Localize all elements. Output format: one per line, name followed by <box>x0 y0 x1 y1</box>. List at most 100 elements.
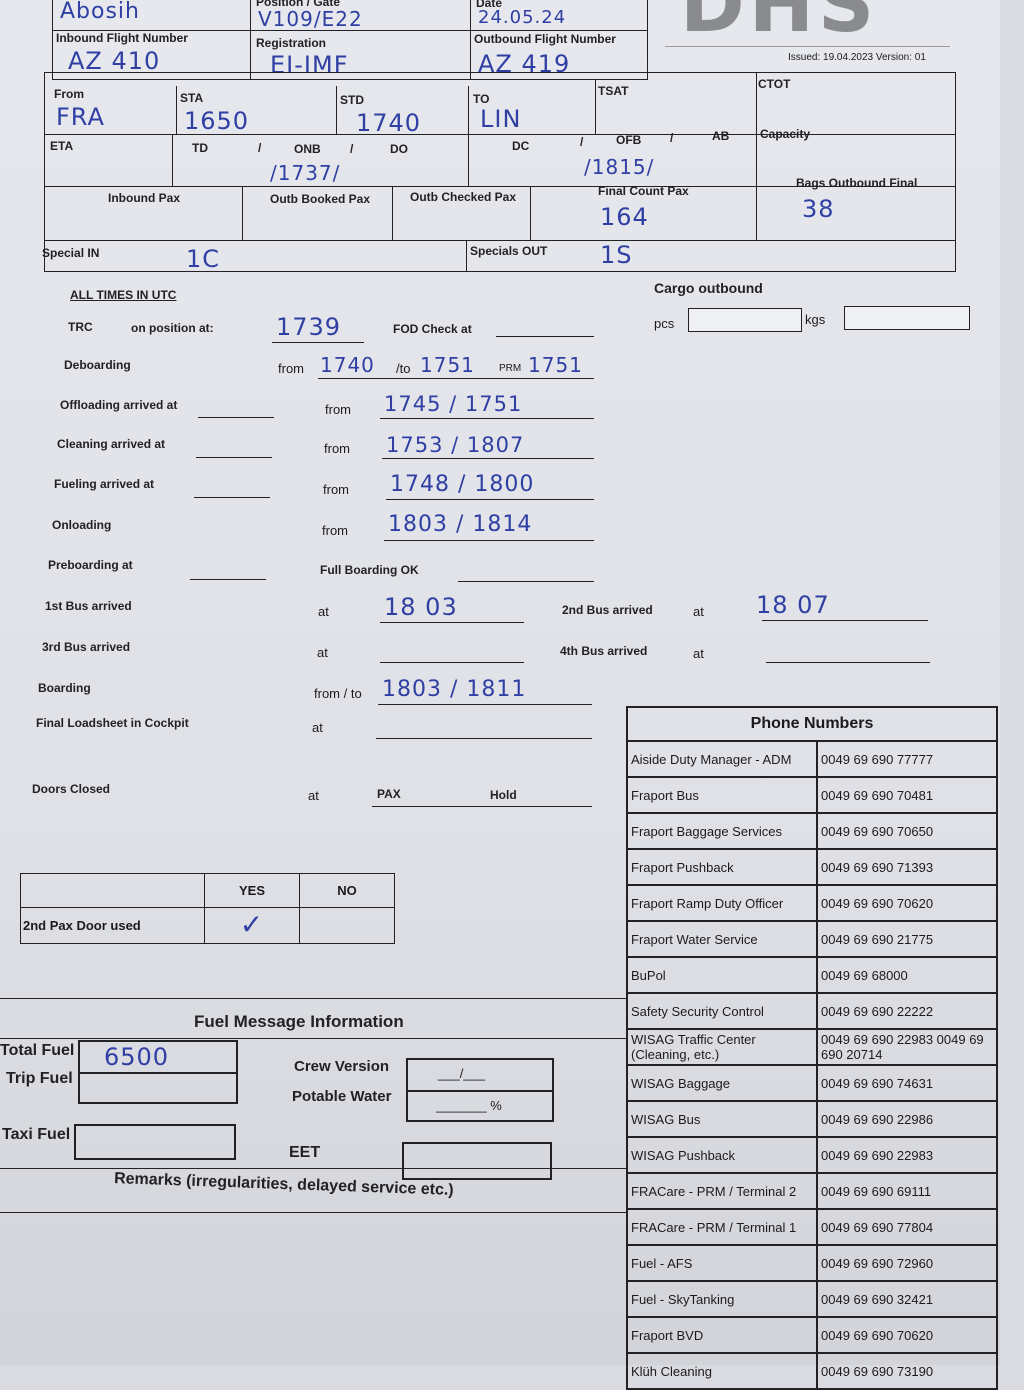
crew-version-field[interactable]: ___/___ <box>406 1058 554 1092</box>
yes-checkbox[interactable]: ✓ <box>204 907 300 944</box>
phone-number: 0049 69 690 69111 <box>816 1172 998 1210</box>
slash: / <box>580 135 584 149</box>
bus3-field[interactable] <box>380 662 524 663</box>
from-label: from <box>323 482 349 497</box>
phone-contact: FRACare - PRM / Terminal 1 <box>626 1208 818 1246</box>
phone-contact: Klüh Cleaning <box>626 1352 818 1390</box>
divider <box>392 186 393 240</box>
loadsheet-field[interactable] <box>376 738 592 739</box>
phone-number: 0049 69 690 77777 <box>816 740 998 778</box>
no-checkbox[interactable] <box>299 907 395 944</box>
eta-label: ETA <box>50 139 74 153</box>
phone-contact: Fuel - SkyTanking <box>626 1280 818 1318</box>
phone-row: Klüh Cleaning 0049 69 690 73190 <box>626 1352 998 1390</box>
deboarding-from: 1740 <box>320 353 375 377</box>
cargo-kgs-field[interactable] <box>844 306 970 330</box>
taxi-fuel-field[interactable] <box>74 1124 236 1160</box>
potable-water-value: _______ % <box>436 1098 502 1113</box>
trip-fuel-field[interactable] <box>78 1072 238 1104</box>
potable-water-field[interactable]: _______ % <box>406 1090 554 1122</box>
underline <box>382 458 594 459</box>
phone-contact: Fraport Ramp Duty Officer <box>626 884 818 922</box>
bus3-label: 3rd Bus arrived <box>42 640 131 654</box>
phone-number: 0049 69 690 22986 <box>816 1100 998 1138</box>
from-value: FRA <box>56 103 105 131</box>
bus1-label: 1st Bus arrived <box>45 599 132 613</box>
phone-number: 0049 69 690 70620 <box>816 884 998 922</box>
all-times-utc: ALL TIMES IN UTC <box>70 288 177 302</box>
phone-contact: Fraport Baggage Services <box>626 812 818 850</box>
at-label: at <box>318 604 329 619</box>
phone-row: Aiside Duty Manager - ADM 0049 69 690 777… <box>626 740 998 778</box>
divider <box>530 186 531 240</box>
phone-row: Fuel - AFS 0049 69 690 72960 <box>626 1244 998 1282</box>
at-label: at <box>312 720 323 735</box>
trc-value: 1739 <box>276 313 342 341</box>
full-boarding-field[interactable] <box>458 581 594 582</box>
prm-value: 1751 <box>528 353 583 377</box>
specials-out-value: 1S <box>600 241 633 269</box>
preboarding-field[interactable] <box>190 579 266 580</box>
offloading-field[interactable] <box>198 417 274 418</box>
divider <box>468 86 469 186</box>
phone-number: 0049 69 690 74631 <box>816 1064 998 1102</box>
check-icon: ✓ <box>239 908 265 941</box>
header-grid <box>52 0 648 80</box>
eet-field[interactable] <box>402 1142 552 1180</box>
phone-row: WISAG Traffic Center (Cleaning, etc.) 004… <box>626 1028 998 1066</box>
fueling-field[interactable] <box>194 497 270 498</box>
divider <box>0 1038 626 1039</box>
divider <box>665 46 950 47</box>
fod-check-label: FOD Check at <box>393 322 472 336</box>
phone-number: 0049 69 690 73190 <box>816 1352 998 1390</box>
cargo-pcs-field[interactable] <box>688 308 802 332</box>
slash: / <box>350 142 354 156</box>
phone-row: Fraport BVD 0049 69 690 70620 <box>626 1316 998 1354</box>
from-label: From <box>54 87 84 101</box>
registration-label: Registration <box>256 36 327 50</box>
phone-contact: WISAG Bus <box>626 1100 818 1138</box>
pax-label: PAX <box>377 787 401 801</box>
onloading-label: Onloading <box>52 518 112 532</box>
slash: / <box>258 141 262 155</box>
special-in-label: Special IN <box>42 246 100 260</box>
bus4-field[interactable] <box>766 662 930 663</box>
from-label: from <box>278 361 304 376</box>
bus2-label: 2nd Bus arrived <box>562 603 653 617</box>
sta-value: 1650 <box>184 107 250 135</box>
deboarding-label: Deboarding <box>64 358 131 372</box>
phone-contact: Fraport Bus <box>626 776 818 814</box>
divider <box>595 80 596 134</box>
pax-door-label: 2nd Pax Door used <box>20 907 205 944</box>
divider <box>0 998 626 999</box>
phone-row: Fraport Baggage Services 0049 69 690 7065… <box>626 812 998 850</box>
cleaning-label: Cleaning arrived at <box>57 437 166 451</box>
phone-numbers-table: Phone Numbers Aiside Duty Manager - ADM 0… <box>626 706 998 1390</box>
at-label: at <box>693 646 704 661</box>
date-value: 24.05.24 <box>478 7 567 28</box>
total-fuel-field[interactable]: 6500 <box>78 1040 238 1074</box>
total-fuel-label: Total Fuel <box>0 1042 75 1059</box>
underline <box>318 378 594 379</box>
fod-field[interactable] <box>496 336 594 337</box>
sta-label: STA <box>180 91 204 105</box>
divider <box>0 1168 626 1169</box>
doors-field[interactable] <box>372 806 592 807</box>
divider <box>756 72 757 240</box>
phone-contact: Fraport Pushback <box>626 848 818 886</box>
cleaning-value: 1753 / 1807 <box>386 433 525 457</box>
issued-version: Issued: 19.04.2023 Version: 01 <box>788 52 926 63</box>
ofb-label: OFB <box>616 133 642 147</box>
phone-number: 0049 69 68000 <box>816 956 998 994</box>
at-label: at <box>693 604 704 619</box>
underline <box>384 540 594 541</box>
cleaning-field[interactable] <box>196 457 272 458</box>
phone-contact: Safety Security Control <box>626 992 818 1030</box>
fueling-label: Fueling arrived at <box>54 477 155 491</box>
handler-name: Abosih <box>60 0 140 24</box>
no-header: NO <box>299 873 395 908</box>
divider <box>336 86 337 134</box>
phone-number: 0049 69 690 70620 <box>816 1316 998 1354</box>
bags-value: 38 <box>802 195 835 223</box>
phone-number: 0049 69 690 70650 <box>816 812 998 850</box>
